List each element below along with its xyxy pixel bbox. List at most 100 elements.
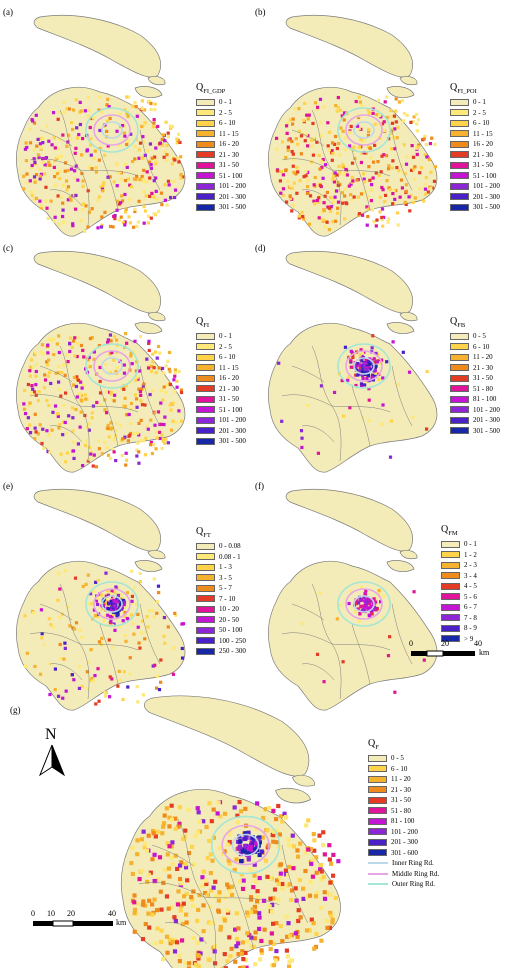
grid-cell [120,386,124,391]
grid-cell [106,144,110,148]
grid-cell [373,122,377,126]
panel-label: (e) [3,481,13,491]
grid-cell [359,127,363,131]
grid-cell [140,107,144,111]
grid-cell [124,451,128,455]
grid-cell [88,592,93,596]
grid-cell [409,120,413,124]
grid-cell [26,382,31,387]
grid-cell [72,375,77,380]
grid-cell [125,140,129,144]
grid-cell [149,440,153,445]
district-boundary [351,149,371,211]
grid-cell [251,944,256,949]
district-boundary [99,149,119,211]
grid-cell [314,855,319,860]
grid-cell [177,821,182,826]
grid-cell [390,121,395,125]
grid-cell [58,615,62,619]
grid-cell [86,687,90,691]
grid-cell [227,861,232,866]
grid-cell [363,599,367,603]
grid-cell [306,117,310,121]
grid-cell [398,195,402,199]
grid-cell [167,350,172,355]
grid-cell [181,901,186,906]
grid-cell [79,153,84,157]
grid-cell [410,143,414,148]
grid-cell [150,857,155,862]
island-shape [285,15,414,78]
grid-cell [335,617,339,621]
district-boundary [301,189,335,207]
grid-cell [126,114,130,118]
grid-cell [319,384,324,388]
grid-cell [152,121,156,125]
grid-cell [370,612,374,616]
grid-cell [175,156,180,160]
grid-cell [391,340,395,344]
grid-cell [292,170,296,175]
grid-cell [132,907,138,912]
grid-cell [132,893,137,898]
grid-cell [159,191,164,195]
grid-cell [157,855,163,860]
district-boundary [291,129,325,147]
grid-cell [123,396,127,400]
grid-cell [191,935,197,941]
grid-cell [130,601,134,606]
grid-cell [366,133,371,137]
grid-cell [310,144,314,148]
grid-cell [350,175,354,180]
grid-cell [152,212,156,216]
grid-cell [233,959,238,964]
grid-cell [172,646,176,650]
grid-cell [65,144,69,148]
grid-cell [154,159,158,163]
grid-cell [411,119,415,124]
grid-cell [147,339,151,343]
legend-label: 2 - 3 [464,561,477,570]
grid-cell [147,898,152,903]
grid-cell [349,193,353,197]
grid-cell [279,814,284,819]
grid-cell [134,397,139,401]
grid-cell [388,635,392,639]
grid-cell [135,602,139,606]
grid-cell [404,162,409,166]
grid-cell [330,141,335,145]
grid-cell [34,369,38,374]
grid-cell [298,915,303,920]
grid-cell [123,435,127,439]
grid-cell [358,100,363,104]
grid-cell [145,170,149,174]
grid-cell [131,621,135,626]
grid-cell [59,195,63,200]
grid-cell [338,603,343,607]
legend-swatch [450,130,469,138]
legend-label: 31 - 50 [391,796,411,805]
grid-cell [161,439,166,443]
grid-cell [348,130,352,134]
grid-cell [28,179,32,183]
grid-cell [363,180,367,184]
legend-swatch [368,796,387,804]
grid-cell [113,628,117,632]
grid-cell [113,393,117,397]
grid-cell [115,338,119,342]
north-arrow-icon [38,744,66,777]
grid-cell [274,817,279,822]
grid-cell [165,383,169,387]
grid-cell [123,134,127,138]
district-boundary [301,663,335,681]
grid-cell [174,420,178,425]
grid-cell [52,337,56,341]
legend-label: 50 - 100 [219,626,243,635]
grid-cell [143,903,148,908]
grid-cell [274,878,280,883]
grid-cell [370,375,374,379]
grid-cell [168,124,173,128]
grid-cell [429,170,433,174]
outer-ring-road [337,343,391,389]
